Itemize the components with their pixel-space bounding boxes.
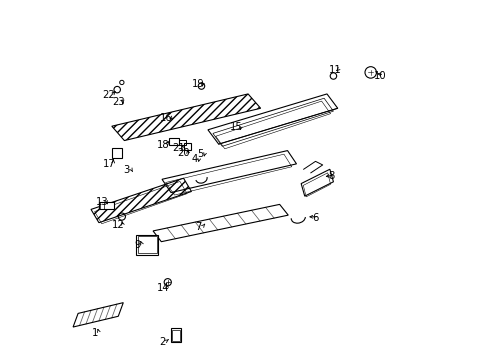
Text: 16: 16 xyxy=(160,113,172,123)
Bar xyxy=(112,148,122,158)
Text: 23: 23 xyxy=(112,97,124,107)
Bar xyxy=(169,138,179,145)
Bar xyxy=(137,236,157,253)
Bar xyxy=(183,143,191,149)
Text: 2: 2 xyxy=(159,337,165,347)
Bar xyxy=(99,202,113,210)
Text: 21: 21 xyxy=(171,143,184,153)
Text: 15: 15 xyxy=(230,122,243,132)
Text: 19: 19 xyxy=(192,79,204,89)
Bar xyxy=(172,329,180,341)
Bar xyxy=(100,202,104,209)
Text: 6: 6 xyxy=(312,213,318,222)
Text: 5: 5 xyxy=(197,149,203,159)
Text: 17: 17 xyxy=(102,159,115,169)
Text: 18: 18 xyxy=(156,140,169,150)
Text: 10: 10 xyxy=(373,71,386,81)
Text: 14: 14 xyxy=(156,283,169,293)
Text: 1: 1 xyxy=(91,328,98,338)
Text: 11: 11 xyxy=(328,64,341,75)
Text: 7: 7 xyxy=(195,222,202,232)
Text: 22: 22 xyxy=(102,90,115,100)
Text: 3: 3 xyxy=(123,165,130,175)
Text: 9: 9 xyxy=(134,240,141,250)
Text: 12: 12 xyxy=(112,220,124,230)
Bar xyxy=(136,235,158,255)
Bar xyxy=(179,140,186,145)
Text: 13: 13 xyxy=(95,197,108,207)
Bar xyxy=(171,328,181,342)
Text: 4: 4 xyxy=(191,154,198,164)
Text: 8: 8 xyxy=(327,171,334,181)
Text: 20: 20 xyxy=(177,148,189,158)
